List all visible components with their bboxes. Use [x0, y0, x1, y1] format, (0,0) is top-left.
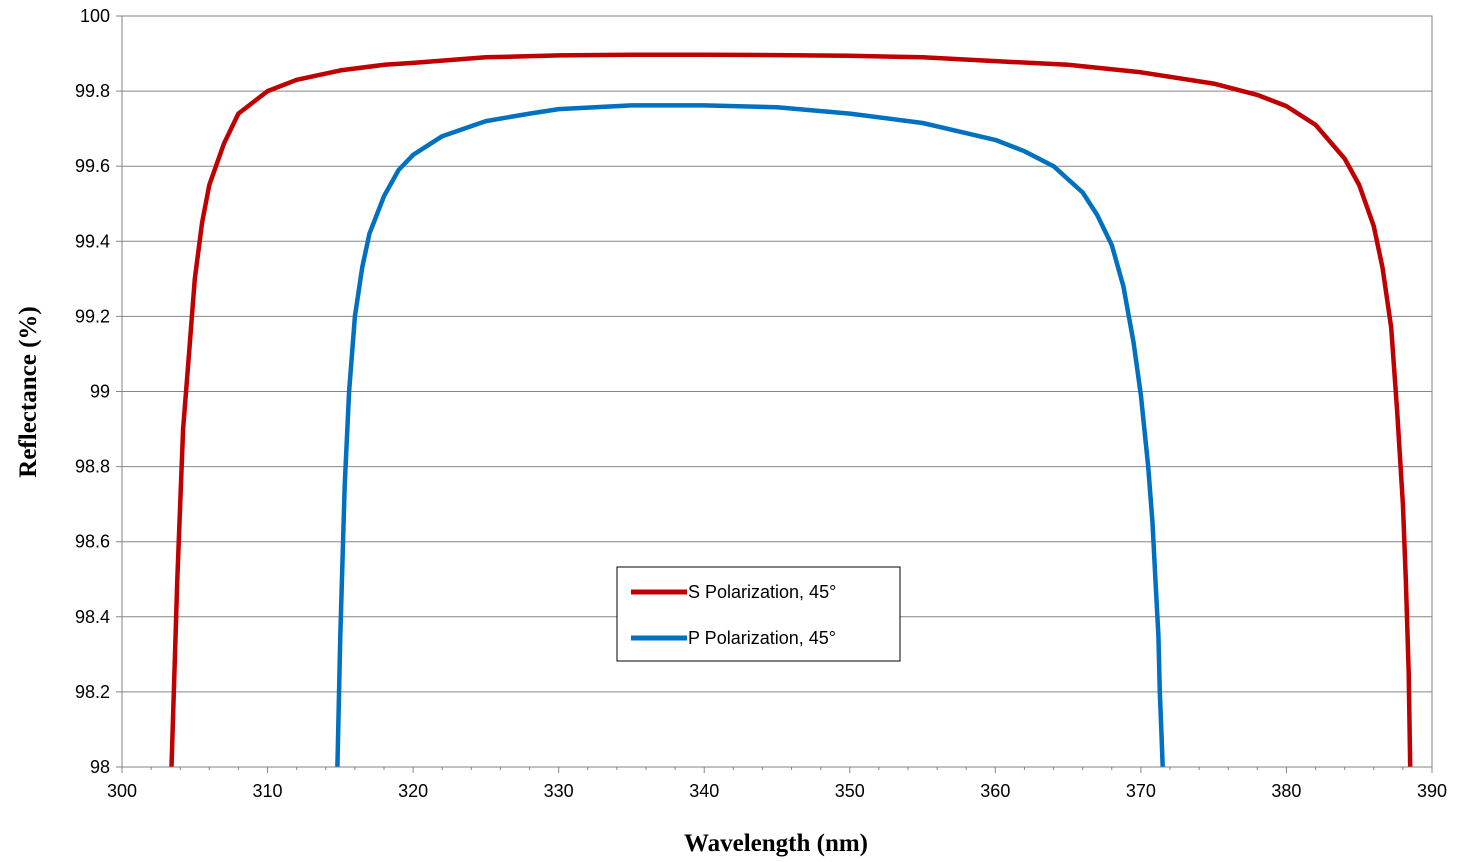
y-tick-label: 100 [80, 6, 110, 26]
x-tick-label: 310 [253, 781, 283, 801]
series-line-1 [335, 103, 1165, 768]
legend-box [616, 566, 901, 662]
y-tick-label: 99 [90, 382, 110, 402]
y-tick-label: 98.8 [75, 457, 110, 477]
x-tick-label: 330 [544, 781, 574, 801]
x-tick-label: 340 [689, 781, 719, 801]
x-tick-label: 390 [1417, 781, 1447, 801]
y-axis-title: Reflectance (%) [15, 306, 42, 477]
y-tick-label: 98.4 [75, 607, 110, 627]
x-axis-ticks: 300 310 320 330 340 350 360 370 380 390 [107, 767, 1447, 801]
plot-frame [121, 15, 1433, 768]
series-line-0 [169, 52, 1413, 768]
y-tick-label: 99.8 [75, 81, 110, 101]
y-tick-label: 98.6 [75, 532, 110, 552]
x-tick-label: 300 [107, 781, 137, 801]
y-tick-label: 99.6 [75, 156, 110, 176]
legend-label-s-polarization: S Polarization, 45° [688, 582, 836, 602]
x-tick-label: 370 [1126, 781, 1156, 801]
y-tick-label: 99.2 [75, 306, 110, 326]
legend-label-p-polarization: P Polarization, 45° [688, 628, 836, 648]
x-tick-label: 320 [398, 781, 428, 801]
series-lines [169, 52, 1413, 768]
y-tick-label: 99.4 [75, 231, 110, 251]
y-axis-ticks: 98 98.2 98.4 98.6 98.8 99 99.2 99.4 99.6 99.8 100 [75, 6, 122, 777]
legend: S Polarization, 45° P Polarization, 45° [616, 566, 901, 662]
x-tick-label: 360 [980, 781, 1010, 801]
x-axis-title: Wavelength (nm) [684, 830, 868, 857]
x-tick-label: 350 [835, 781, 865, 801]
y-tick-label: 98 [90, 757, 110, 777]
x-tick-label: 380 [1271, 781, 1301, 801]
y-tick-label: 98.2 [75, 682, 110, 702]
